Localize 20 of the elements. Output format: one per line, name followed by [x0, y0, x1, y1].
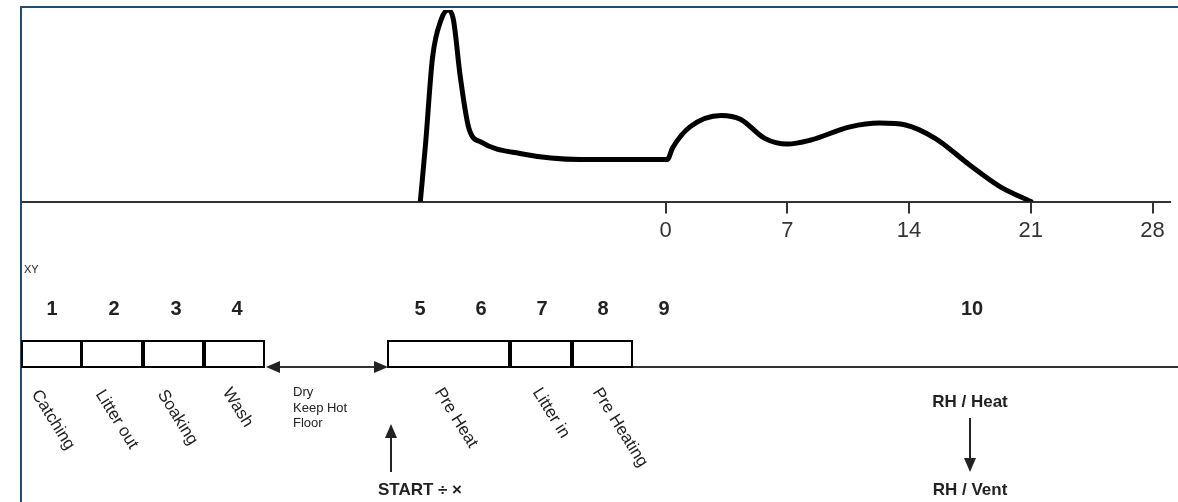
x-tick-label: 7: [781, 216, 794, 242]
text: 9: [657, 296, 671, 320]
text: 7: [535, 296, 549, 320]
text: 6: [474, 296, 488, 320]
x-tick-label: 0: [659, 216, 672, 242]
text: 5: [413, 296, 427, 320]
text: 3: [169, 296, 183, 320]
x-tick-label: 28: [1140, 216, 1165, 242]
text: RH / Heat: [931, 392, 1009, 413]
text: RH / Vent: [931, 480, 1009, 501]
text: XY: [24, 263, 39, 277]
text: 10: [959, 296, 985, 320]
text: 8: [596, 296, 610, 320]
text: 1: [45, 296, 59, 320]
text: Dry Keep Hot Floor: [293, 384, 348, 431]
x-tick-label: 21: [1018, 216, 1044, 242]
text: 4: [230, 296, 244, 320]
text: 2: [107, 296, 121, 320]
x-tick-label: 14: [896, 216, 922, 242]
text: START ÷ ×: [376, 480, 464, 501]
